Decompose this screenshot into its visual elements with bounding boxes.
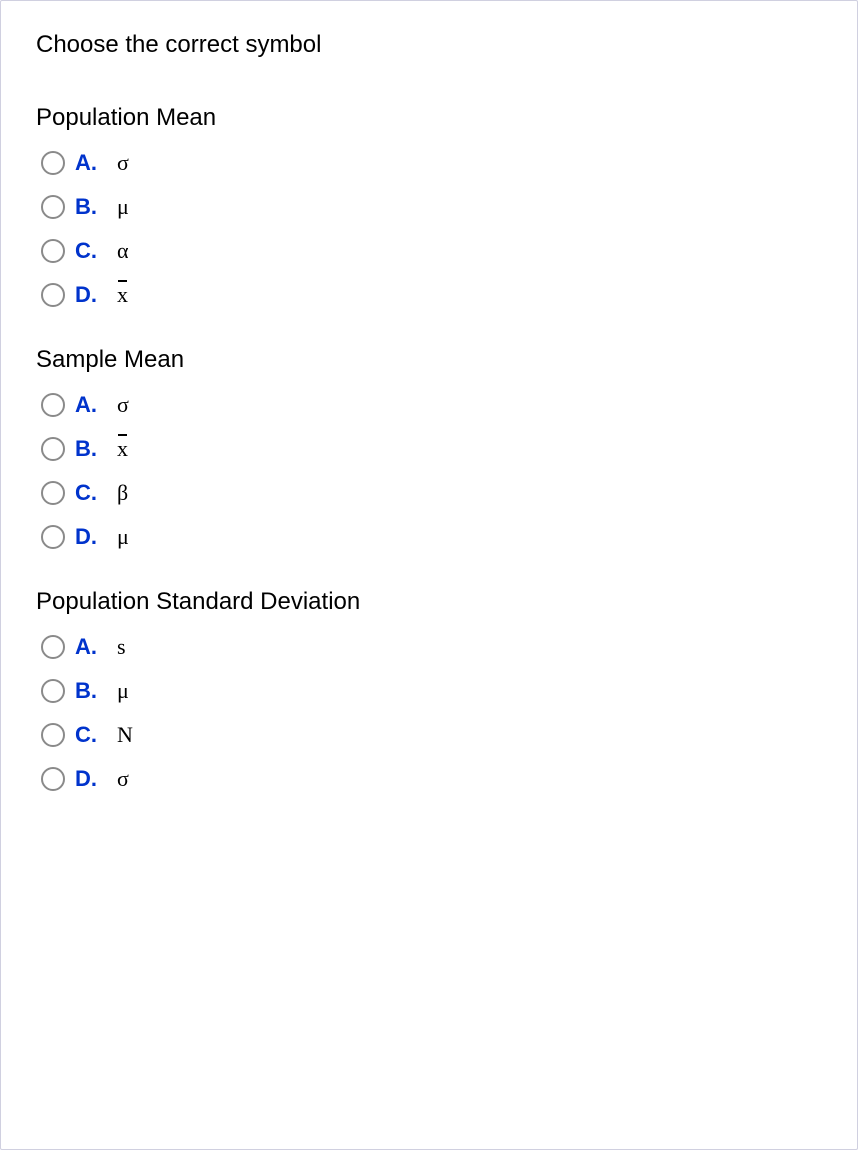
option-value: σ xyxy=(117,150,129,176)
option-row[interactable]: D. μ xyxy=(41,524,822,550)
question-block-0: Population Mean A. σ B. μ C. α D. x xyxy=(36,104,822,308)
option-value: s xyxy=(117,634,126,660)
option-row[interactable]: A. σ xyxy=(41,392,822,418)
option-value: N xyxy=(117,722,133,748)
radio-icon[interactable] xyxy=(41,151,65,175)
radio-icon[interactable] xyxy=(41,525,65,549)
options-list: A. σ B. μ C. α D. x xyxy=(36,150,822,308)
option-letter: A. xyxy=(75,392,107,418)
radio-icon[interactable] xyxy=(41,481,65,505)
radio-icon[interactable] xyxy=(41,195,65,219)
option-letter: B. xyxy=(75,436,107,462)
option-row[interactable]: C. β xyxy=(41,480,822,506)
option-value: α xyxy=(117,238,129,264)
option-row[interactable]: C. N xyxy=(41,722,822,748)
option-value: σ xyxy=(117,392,129,418)
option-value: μ xyxy=(117,194,129,220)
option-value: μ xyxy=(117,524,129,550)
question-label: Population Standard Deviation xyxy=(36,588,822,616)
option-row[interactable]: C. α xyxy=(41,238,822,264)
option-row[interactable]: D. σ xyxy=(41,766,822,792)
radio-icon[interactable] xyxy=(41,679,65,703)
option-row[interactable]: B. x xyxy=(41,436,822,462)
option-value: x xyxy=(117,282,128,308)
radio-icon[interactable] xyxy=(41,767,65,791)
option-letter: B. xyxy=(75,678,107,704)
option-row[interactable]: B. μ xyxy=(41,678,822,704)
radio-icon[interactable] xyxy=(41,283,65,307)
radio-icon[interactable] xyxy=(41,437,65,461)
option-letter: A. xyxy=(75,150,107,176)
options-list: A. σ B. x C. β D. μ xyxy=(36,392,822,550)
option-row[interactable]: A. σ xyxy=(41,150,822,176)
radio-icon[interactable] xyxy=(41,239,65,263)
option-letter: A. xyxy=(75,634,107,660)
option-row[interactable]: A. s xyxy=(41,634,822,660)
option-value: μ xyxy=(117,678,129,704)
radio-icon[interactable] xyxy=(41,393,65,417)
option-letter: D. xyxy=(75,524,107,550)
question-label: Sample Mean xyxy=(36,346,822,374)
radio-icon[interactable] xyxy=(41,723,65,747)
question-block-2: Population Standard Deviation A. s B. μ … xyxy=(36,588,822,792)
option-value: σ xyxy=(117,766,129,792)
question-label: Population Mean xyxy=(36,104,822,132)
option-letter: C. xyxy=(75,238,107,264)
radio-icon[interactable] xyxy=(41,635,65,659)
option-row[interactable]: B. μ xyxy=(41,194,822,220)
option-letter: D. xyxy=(75,766,107,792)
options-list: A. s B. μ C. N D. σ xyxy=(36,634,822,792)
option-letter: B. xyxy=(75,194,107,220)
option-letter: C. xyxy=(75,722,107,748)
option-letter: D. xyxy=(75,282,107,308)
question-block-1: Sample Mean A. σ B. x C. β D. μ xyxy=(36,346,822,550)
option-letter: C. xyxy=(75,480,107,506)
option-value: β xyxy=(117,480,128,506)
option-value: x xyxy=(117,436,128,462)
option-row[interactable]: D. x xyxy=(41,282,822,308)
page-title: Choose the correct symbol xyxy=(36,31,822,59)
